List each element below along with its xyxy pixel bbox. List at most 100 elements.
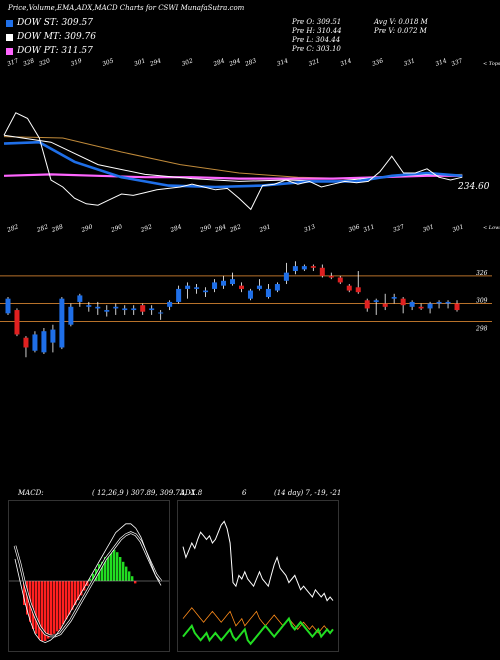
top-tick-label: 328 [22,57,35,68]
low-tick-label: 290 [198,223,212,234]
legend-swatch [6,19,13,27]
quote-avg-volume: Avg V: 0.018 M [374,18,428,26]
macd-params: ( 12,26,9 ) 307.89, 309.73, -1.8 [92,489,203,497]
top-tick-label: 294 [148,57,162,68]
legend-dow-pt: DOW PT: 311.57 [6,46,93,56]
candle-body [221,280,227,286]
candle-body [185,285,191,289]
level-label: 298 [475,325,488,332]
low-tick-label: 292 [139,223,153,234]
candle-body [454,303,460,311]
candle-body [203,290,209,293]
macd-hist-bar [131,576,134,581]
quote-high: Pre H: 310.44 [292,27,342,35]
legend-label: DOW ST: 309.57 [17,18,93,28]
adx-series-minus-di [182,616,334,646]
candle-body [230,279,236,285]
macd-hist-bar [104,557,107,581]
candle-body [50,329,56,343]
candle-body [328,275,334,278]
macd-signal-line-inner [14,531,162,637]
low-tick-label: 284 [213,223,227,234]
low-tick-label: 290 [80,223,94,234]
macd-title: MACD: [18,489,44,497]
candle-body [319,267,325,276]
low-tick-label: 301 [451,223,464,233]
low-tick-label: 282 [35,223,49,234]
candle-body [68,306,74,325]
macd-hist-bar [23,581,26,605]
macd-hist-bar [53,581,56,634]
legend-label: DOW PT: 311.57 [17,46,93,56]
macd-hist-bar [59,581,62,629]
candle-body [95,306,101,309]
macd-hist-bar [47,581,50,639]
macd-hist-bar [80,581,83,596]
macd-hist-bar [26,581,29,615]
candle-body [373,300,379,302]
adx-series-plus-di [182,607,334,634]
candle-body [427,303,433,309]
candle-body [77,295,83,302]
top-tick-label: 321 [308,57,321,67]
macd-hist-bar [65,581,68,620]
quote-close: Pre C: 303.10 [292,45,341,53]
candle-body [14,310,20,335]
macd-hist-bar [44,581,47,641]
macd-hist-bar [116,552,119,581]
level-label: 309 [476,298,488,305]
top-tick-label: 314 [339,57,352,68]
quote-open: Pre O: 309.51 [292,18,342,26]
macd-hist-bar [62,581,65,625]
legend-swatch [6,33,13,41]
macd-panel [8,500,170,652]
low-tick-label: 313 [303,223,316,234]
macd-hist-bar [38,581,41,639]
candle-body [140,305,146,312]
top-tick-label: 302 [181,57,194,68]
low-tick-label: 291 [258,223,272,234]
candle-body [158,312,164,314]
macd-header: MACD: [18,489,44,497]
candle-body [364,300,370,309]
top-tick-label: 320 [38,57,51,68]
macd-hist-bar [83,581,86,591]
top-tick-label: 294 [227,57,241,68]
candle-body [131,308,137,311]
candle-body [292,266,298,272]
adx-params: (14 day) 7, -19, -21 [274,489,342,497]
candle-body [113,306,119,309]
macd-hist-bar [56,581,59,632]
candle-body [167,301,173,307]
macd-hist-bar [101,561,104,581]
legend-dow-st: DOW ST: 309.57 [6,18,93,28]
candle-body [5,298,11,314]
adx-title: ADX [180,489,196,497]
top-tick-label: 314 [276,57,289,68]
macd-hist-bar [68,581,71,615]
price-ema-panel: 317 328 320 319 305 301 294 302 284 294 283 314 321 3… [3,57,500,234]
candle-body [23,337,29,348]
top-tick-label: 317 [6,57,19,68]
last-value-label: 234.60 [457,182,490,192]
candle-body [212,282,218,289]
candle-body [149,308,155,311]
candle-body [436,301,442,304]
candle-body [400,298,406,306]
macd-hist-bar [119,557,122,581]
macd-line [14,523,162,644]
candle-body [41,331,47,353]
top-tick-label: 319 [70,57,83,68]
macd-hist-bar [74,581,77,605]
candle-body [337,277,343,283]
adx-series-dx [182,520,334,602]
site-name: MunafaSutra.com [180,4,245,12]
macd-hist-bar [122,561,125,581]
macd-hist-bar [32,581,35,629]
top-tick-label: 284 [212,57,226,68]
macd-hist-bar [77,581,80,601]
candle-body [301,266,307,270]
series-dow-st-line [3,140,463,189]
low-tick-label: 288 [50,223,64,234]
low-tick-label: 282 [228,223,242,234]
